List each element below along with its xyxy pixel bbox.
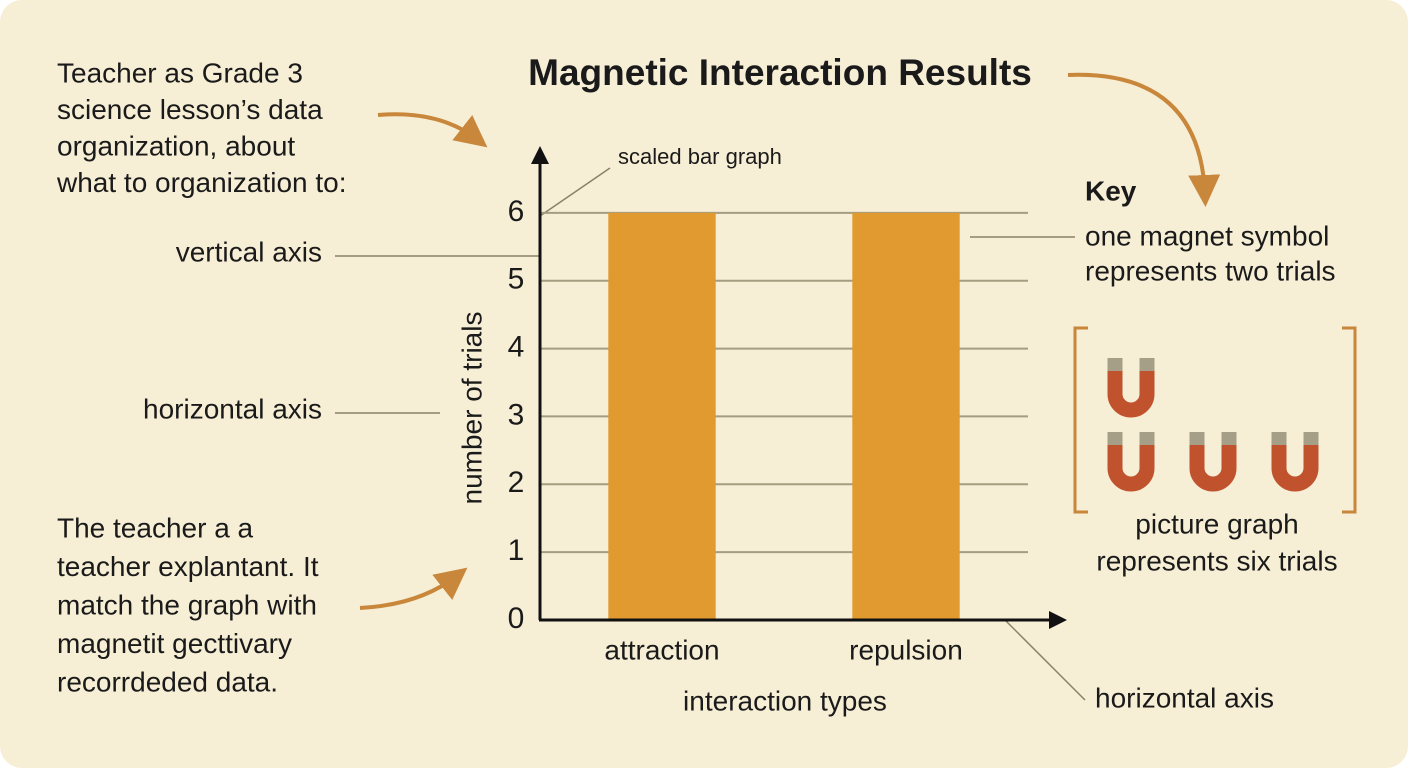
key-text: one magnet symbol: [1085, 220, 1329, 251]
arrow: [377, 112, 488, 148]
y-tick-label: 1: [508, 534, 525, 567]
annotation: vertical axis: [176, 236, 322, 267]
annotation: horizontal axis: [143, 393, 322, 424]
annotation: scaled bar graph: [618, 144, 782, 169]
y-tick-label: 2: [508, 466, 525, 499]
y-tick-label: 3: [508, 398, 525, 431]
annotation: The teacher a a: [57, 512, 254, 543]
arrow: [1067, 72, 1221, 207]
x-axis-label: interaction types: [683, 685, 887, 716]
annotation: horizontal axis: [1095, 682, 1274, 713]
y-tick-label: 6: [508, 195, 525, 228]
leader-line: [539, 167, 611, 217]
bar: [852, 212, 960, 620]
x-tick-label: attraction: [604, 634, 719, 665]
chart-title: Magnetic Interaction Results: [528, 52, 1032, 93]
annotation: Teacher as Grade 3: [57, 57, 303, 88]
key-text: picture graph: [1135, 508, 1298, 539]
annotation: recorrdeded data.: [57, 666, 278, 697]
arrow: [359, 567, 468, 610]
annotation: organization, about: [57, 130, 295, 161]
annotation: magnetit gecttivary: [57, 628, 292, 659]
annotation: what to organization to:: [56, 167, 347, 198]
x-tick-label: repulsion: [849, 634, 963, 665]
y-axis-label: number of trials: [456, 312, 487, 505]
y-tick-label: 5: [508, 263, 525, 296]
annotation: teacher explantant. It: [57, 551, 319, 582]
leader-line: [1004, 619, 1086, 701]
y-tick-label: 0: [508, 602, 525, 635]
key-title: Key: [1085, 175, 1137, 206]
key-text: represents two trials: [1085, 255, 1336, 286]
annotation: match the graph with: [57, 589, 317, 620]
bar: [608, 212, 716, 620]
key-text: represents six trials: [1096, 545, 1337, 576]
y-tick-label: 4: [508, 330, 525, 363]
bracket: [1073, 326, 1357, 514]
annotation: science lesson’s data: [57, 94, 323, 125]
